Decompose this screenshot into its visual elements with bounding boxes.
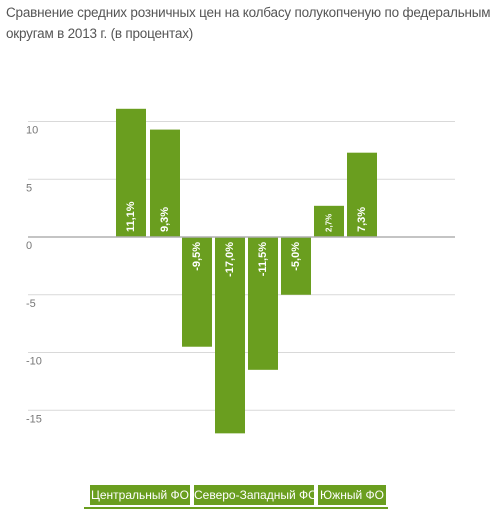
bar-data-label: -5,0% — [290, 242, 302, 271]
bar-data-label: -9,5% — [191, 242, 203, 271]
bar-data-label: 9,3% — [159, 207, 171, 232]
bar-data-label: 2,7% — [325, 214, 334, 232]
bar-chart: 10 5 0 -5 -10 -15 11,1% 9,3% -9,5% -17,0% -11,5% -5… — [26, 108, 455, 434]
bar — [248, 237, 278, 370]
bar — [182, 237, 212, 347]
bar — [314, 205, 344, 237]
bar-data-label: -17,0% — [224, 242, 236, 277]
bar-data-label: -11,5% — [257, 242, 269, 276]
y-tick-label: -10 — [26, 356, 42, 368]
bar-data-label: 7,3% — [356, 207, 368, 232]
bar-data-label: 11,1% — [125, 201, 137, 232]
bar — [347, 152, 377, 237]
y-tick-label: 10 — [26, 125, 38, 137]
y-tick-label: -15 — [26, 413, 42, 425]
bar — [150, 129, 180, 237]
legend-group-label: Северо-Западный ФО — [194, 485, 314, 505]
legend-underline — [84, 507, 388, 509]
chart-title: Сравнение средних розничных цен на колба… — [6, 5, 491, 41]
y-tick-label: 5 — [26, 182, 32, 194]
legend-group-label: Южный ФО — [318, 485, 386, 505]
y-tick-label: -5 — [26, 298, 36, 310]
legend-group-label: Центральный ФО — [90, 485, 190, 505]
y-tick-label: 0 — [26, 240, 32, 252]
bar — [116, 108, 146, 237]
bar — [215, 237, 245, 434]
bar — [281, 237, 311, 295]
